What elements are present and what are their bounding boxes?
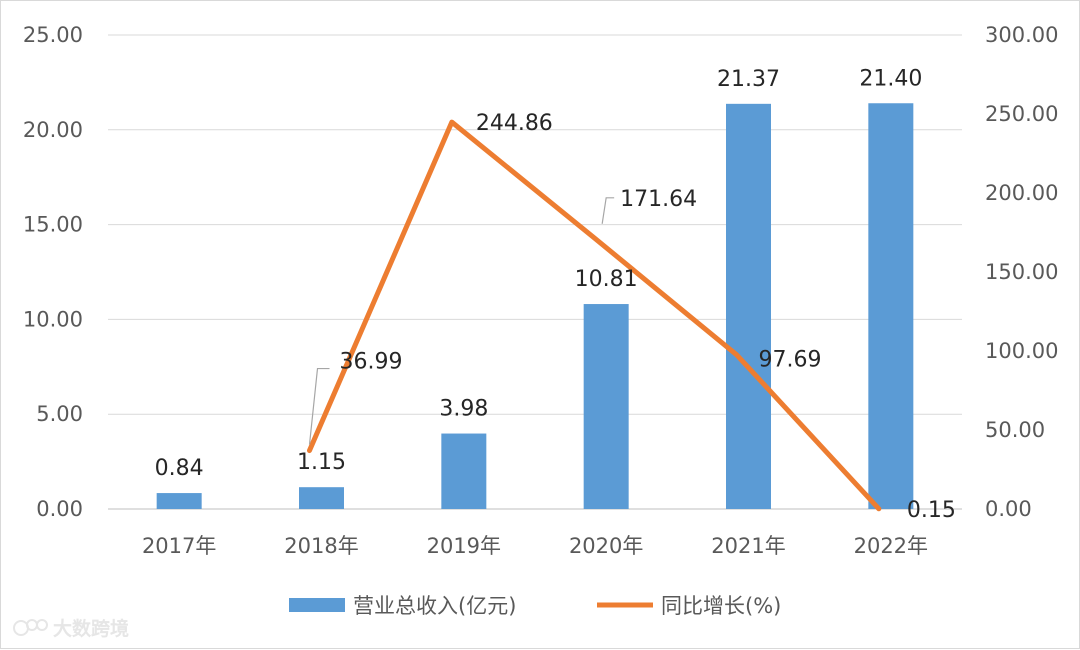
left-axis-tick-label: 15.00 xyxy=(23,213,83,237)
left-axis-tick-label: 5.00 xyxy=(36,402,83,426)
watermark-text: 大数跨境 xyxy=(53,617,129,640)
legend-label-line: 同比增长(%) xyxy=(661,594,781,618)
left-axis-ticks: 0.00 5.00 10.00 15.00 20.00 25.00 xyxy=(23,23,83,521)
bar-data-label: 21.37 xyxy=(717,67,780,92)
bar xyxy=(726,103,771,509)
right-axis-tick-label: 200.00 xyxy=(985,181,1058,205)
right-axis-tick-label: 150.00 xyxy=(985,260,1058,284)
bar xyxy=(441,433,487,509)
leader-line xyxy=(601,197,615,224)
left-axis-tick-label: 10.00 xyxy=(23,307,83,331)
right-axis-tick-label: 50.00 xyxy=(985,418,1045,442)
bar xyxy=(299,487,344,509)
bar-series xyxy=(156,103,914,510)
watermark: 大数跨境 xyxy=(13,617,129,640)
bar-data-labels: 0.84 1.15 3.98 10.81 21.37 21.40 xyxy=(155,66,923,481)
left-axis-tick-label: 20.00 xyxy=(23,118,83,142)
right-axis-tick-label: 0.00 xyxy=(985,497,1032,521)
bar-data-label: 0.84 xyxy=(155,456,204,481)
legend-label-bar: 营业总收入(亿元) xyxy=(353,594,516,618)
line-data-labels: 36.99 244.86 171.64 97.69 0.15 xyxy=(308,111,956,523)
bar-data-label: 21.40 xyxy=(859,66,922,91)
x-axis-tick-label: 2017年 xyxy=(142,534,216,558)
left-axis-tick-label: 25.00 xyxy=(23,23,83,47)
bar-data-label: 3.98 xyxy=(439,397,488,422)
left-axis-tick-label: 0.00 xyxy=(36,497,83,521)
right-axis-tick-label: 300.00 xyxy=(985,23,1058,47)
line-series xyxy=(307,119,882,512)
right-axis-tick-label: 100.00 xyxy=(985,339,1058,363)
gridlines xyxy=(108,34,962,510)
x-axis-tick-label: 2018年 xyxy=(284,534,358,558)
leader-line xyxy=(308,367,330,445)
bar xyxy=(868,103,914,510)
bar xyxy=(583,304,629,509)
line-data-label: 97.69 xyxy=(759,348,822,373)
x-axis-tick-label: 2019年 xyxy=(427,534,501,558)
right-axis-ticks: 0.00 50.00 100.00 150.00 200.00 250.00 300.00 xyxy=(985,23,1058,521)
x-axis-tick-label: 2022年 xyxy=(854,534,928,558)
line-data-label: 171.64 xyxy=(620,187,697,212)
line-path xyxy=(307,119,882,512)
x-axis-tick-label: 2021年 xyxy=(711,534,785,558)
legend: 营业总收入(亿元) 同比增长(%) xyxy=(289,594,781,618)
line-data-label: 0.15 xyxy=(907,498,956,523)
bar-data-label: 10.81 xyxy=(575,267,638,292)
right-axis-tick-label: 250.00 xyxy=(985,102,1058,126)
x-axis-ticks: 2017年 2018年 2019年 2020年 2021年 2022年 xyxy=(142,534,928,558)
x-axis-tick-label: 2020年 xyxy=(569,534,643,558)
line-data-label: 36.99 xyxy=(340,350,403,375)
bar xyxy=(156,493,202,509)
line-data-label: 244.86 xyxy=(476,111,553,136)
legend-swatch-bar xyxy=(289,598,345,612)
bar-data-label: 1.15 xyxy=(297,450,346,475)
sun-logo-icon xyxy=(13,619,48,636)
